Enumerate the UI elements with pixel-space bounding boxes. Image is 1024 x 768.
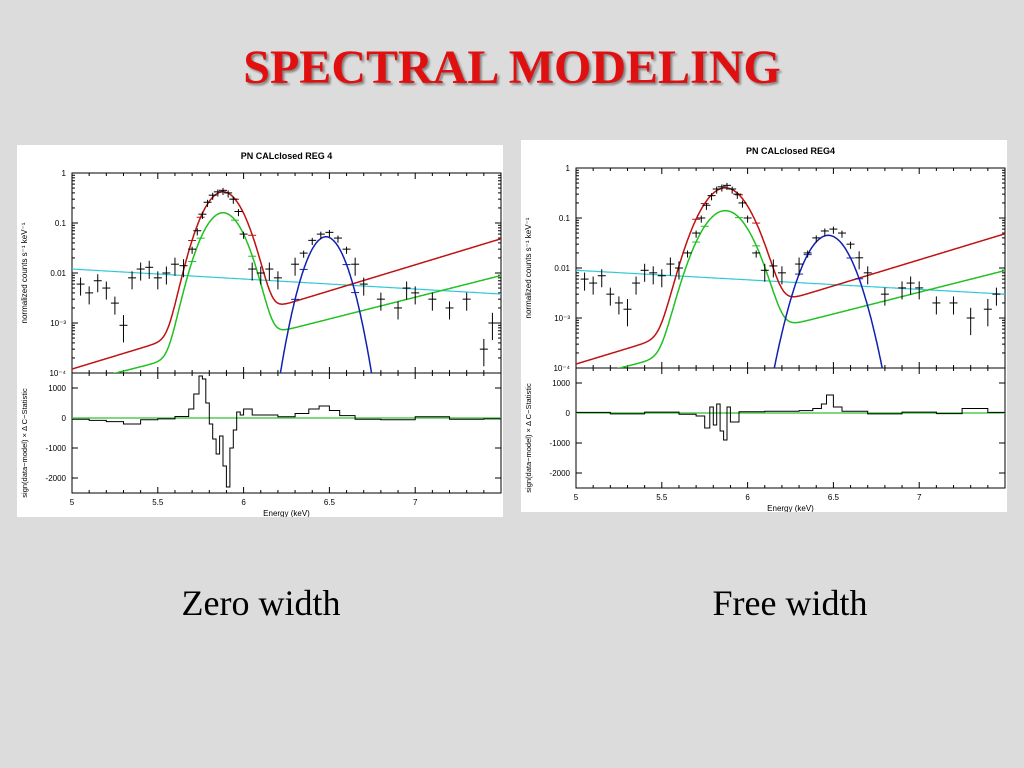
x-tick-label: 6 (745, 493, 750, 502)
x-tick-label: 5 (70, 498, 75, 507)
x-tick-label: 7 (917, 493, 922, 502)
residual-frame (575, 367, 1006, 489)
x-tick-label: 5.5 (152, 498, 164, 507)
caption-zero-width: Zero width (181, 583, 341, 623)
residual-y-tick-label: 1000 (552, 379, 570, 388)
x-tick-label: 6.5 (828, 493, 840, 502)
x-tick-label: 5 (574, 493, 579, 502)
residual-frame (71, 372, 502, 494)
continuum-model-line (72, 268, 501, 295)
y-tick-label: 10⁻⁴ (553, 364, 570, 373)
residual-histogram (576, 394, 1005, 441)
continuum-model-line (576, 269, 1005, 295)
spectrum-chart-zero-width: PN CALclosed REG 4 1 0.1 0.01 10⁻³ 10⁻⁴ 5 5.5 6 6… (20, 151, 502, 517)
y-tick-label: 10⁻⁴ (49, 369, 66, 378)
spectrum-plot-area (576, 182, 1005, 368)
residual-axis-label: sign(data−model) × Δ C−Statistic (20, 388, 29, 498)
residual-y-tick-label: -2000 (550, 469, 571, 478)
chart-panel-zero-width: PN CALclosed REG 4 1 0.1 0.01 10⁻³ 10⁻⁴ 5 5.5 6 6… (17, 145, 503, 517)
residual-axis-label: sign(data−model) × Δ C−Statistic (524, 383, 533, 493)
y-tick-label: 0.1 (559, 214, 571, 223)
caption-free-width: Free width (712, 583, 868, 623)
x-tick-label: 6 (241, 498, 246, 507)
y-tick-label: 10⁻³ (50, 319, 66, 328)
fe-xxvi-model-line (279, 236, 373, 373)
fe-xxv-model-line (112, 211, 501, 373)
y-tick-label: 1 (566, 164, 571, 173)
total-model-line (576, 187, 1005, 365)
fe-xxv-model-line (616, 209, 1005, 368)
residual-y-tick-label: -1000 (550, 439, 571, 448)
chart-title: PN CALclosed REG4 (746, 146, 835, 156)
x-tick-label: 7 (413, 498, 418, 507)
chart-panel-free-width: PN CALclosed REG4 1 0.1 0.01 10⁻³ 10⁻⁴ 5 5.5 6 6.… (521, 140, 1007, 512)
x-tick-label: 6.5 (324, 498, 336, 507)
y-tick-label: 0.01 (554, 264, 570, 273)
chart-title: PN CALclosed REG 4 (241, 151, 333, 161)
residual-y-tick-label: -2000 (46, 474, 67, 483)
spectrum-chart-free-width: PN CALclosed REG4 1 0.1 0.01 10⁻³ 10⁻⁴ 5 5.5 6 6.… (524, 146, 1006, 512)
spectrum-frame (575, 167, 1006, 369)
residual-y-tick-label: -1000 (46, 444, 67, 453)
y-tick-label: 0.01 (50, 269, 66, 278)
x-axis-label: Energy (keV) (767, 504, 814, 512)
x-tick-label: 5.5 (656, 493, 668, 502)
y-tick-label: 0.1 (55, 219, 67, 228)
y-tick-label: 10⁻³ (554, 314, 570, 323)
residual-y-tick-label: 0 (566, 409, 571, 418)
fe-xxvi-model-line (773, 234, 884, 368)
y-axis-label: normalized counts s⁻¹ keV⁻¹ (524, 217, 533, 318)
spectrum-plot-area (72, 187, 501, 373)
slide-title: SPECTRAL MODELING (243, 41, 781, 94)
y-axis-label: normalized counts s⁻¹ keV⁻¹ (20, 222, 29, 323)
x-axis-label: Energy (keV) (263, 509, 310, 517)
total-model-line (72, 191, 501, 370)
residual-histogram (72, 375, 501, 488)
residual-y-tick-label: 0 (62, 414, 67, 423)
y-tick-label: 1 (62, 169, 67, 178)
residual-y-tick-label: 1000 (48, 384, 66, 393)
